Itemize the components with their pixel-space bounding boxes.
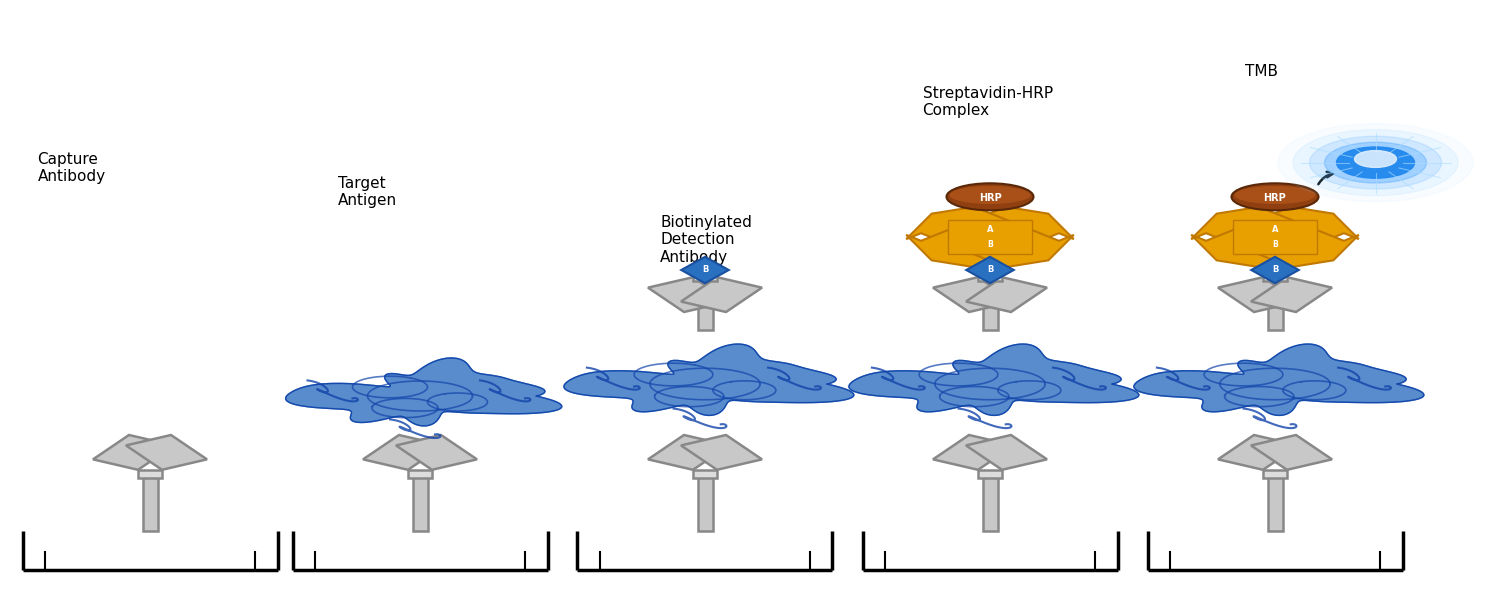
Bar [138,470,162,478]
Text: B: B [702,265,708,275]
Polygon shape [1251,257,1299,283]
Polygon shape [966,277,1047,312]
Bar [698,273,712,330]
Polygon shape [966,435,1047,470]
Bar [978,470,1002,478]
Polygon shape [681,435,762,470]
Text: Capture
Antibody: Capture Antibody [38,152,105,184]
Bar [1263,273,1287,281]
Polygon shape [1251,277,1332,312]
Polygon shape [933,435,1014,470]
Text: TMB: TMB [1245,64,1278,79]
Text: B: B [1272,265,1278,275]
Ellipse shape [1234,186,1316,204]
Bar [1233,220,1317,254]
Bar [1263,470,1287,478]
Polygon shape [681,257,729,283]
Polygon shape [396,435,477,470]
Circle shape [1354,151,1396,167]
Bar [1268,273,1282,330]
Polygon shape [906,225,1020,271]
Bar [948,220,1032,254]
Bar [982,273,998,330]
Bar [408,470,432,478]
Polygon shape [1191,203,1305,249]
Polygon shape [849,344,1138,415]
Polygon shape [126,435,207,470]
Text: Streptavidin-HRP
Complex: Streptavidin-HRP Complex [922,86,1053,118]
Text: A: A [1272,225,1278,234]
Polygon shape [1218,277,1299,312]
Circle shape [1293,130,1458,196]
Polygon shape [93,435,174,470]
Text: B: B [987,265,993,275]
Polygon shape [1134,344,1424,415]
Text: B: B [987,239,993,248]
Polygon shape [960,203,1074,249]
Bar [1268,474,1282,531]
Bar [693,470,717,478]
Polygon shape [1218,435,1299,470]
Polygon shape [648,435,729,470]
Polygon shape [1245,225,1359,271]
Text: A: A [987,225,993,234]
Polygon shape [564,344,854,415]
Bar [413,474,428,531]
Ellipse shape [1232,183,1318,210]
Polygon shape [648,277,729,312]
Circle shape [1310,136,1442,189]
Polygon shape [1251,435,1332,470]
Bar [698,474,712,531]
Ellipse shape [950,186,1030,204]
Circle shape [1336,147,1414,178]
Polygon shape [906,203,1020,249]
Bar [142,474,158,531]
Text: HRP: HRP [1263,193,1287,203]
Text: Biotinylated
Detection
Antibody: Biotinylated Detection Antibody [660,215,752,265]
Circle shape [1278,124,1473,202]
Bar [693,273,717,281]
Text: Target
Antigen: Target Antigen [338,176,396,208]
Circle shape [1324,142,1426,183]
Text: B: B [1272,239,1278,248]
Ellipse shape [946,183,1034,210]
Polygon shape [1191,225,1305,271]
Polygon shape [363,435,444,470]
Polygon shape [966,257,1014,283]
Polygon shape [681,277,762,312]
Polygon shape [933,277,1014,312]
Polygon shape [285,358,561,426]
Polygon shape [960,225,1074,271]
Text: HRP: HRP [978,193,1002,203]
Bar [978,273,1002,281]
Bar [982,474,998,531]
Polygon shape [1245,203,1359,249]
